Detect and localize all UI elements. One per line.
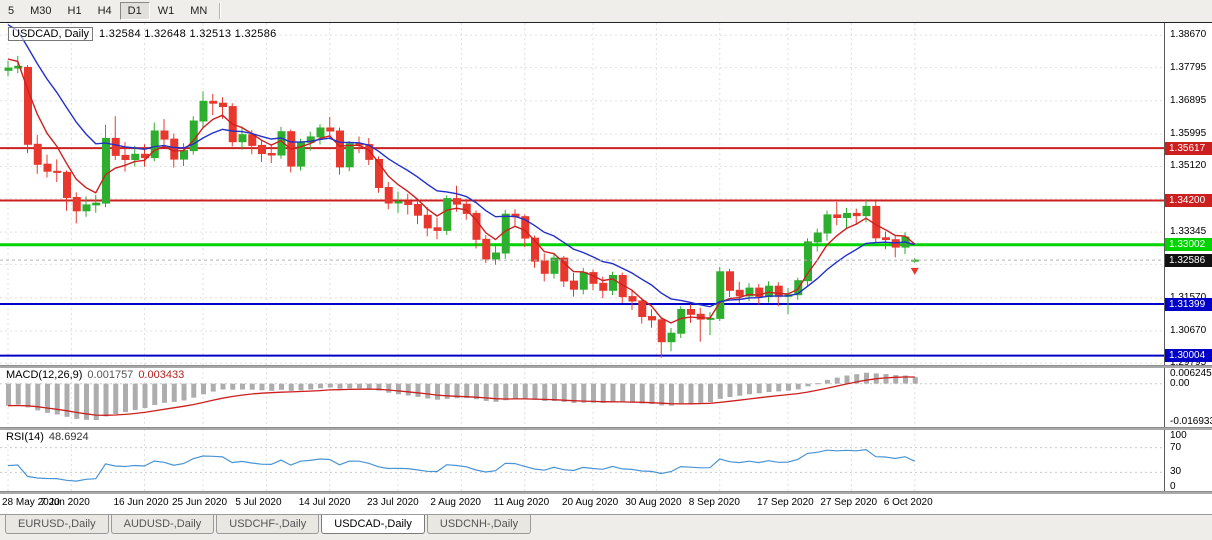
date-label: 25 Jun 2020 <box>172 497 228 508</box>
timeframe-button-H1[interactable]: H1 <box>67 5 82 17</box>
symbol-tab-usdcaddaily[interactable]: USDCAD-,Daily <box>321 515 425 534</box>
macd-signal-line <box>7 376 915 416</box>
price-tag-1.30004: 1.30004 <box>1165 349 1212 363</box>
macd-plot[interactable] <box>0 367 1164 427</box>
price-tick-label: 1.31570 <box>1170 292 1206 303</box>
date-label: 17 Sep 2020 <box>757 497 814 508</box>
sell-arrow-icon <box>910 267 919 275</box>
rsi-tick-label: 70 <box>1170 441 1182 453</box>
moving-average-line <box>7 24 915 308</box>
price-tag-1.35617: 1.35617 <box>1165 141 1212 155</box>
price-tick-label: 1.36895 <box>1170 94 1207 106</box>
price-tag-1.33002: 1.33002 <box>1165 238 1212 252</box>
macd-tick-label: 0.006245 <box>1170 368 1212 379</box>
date-label: 20 Aug 2020 <box>562 497 619 508</box>
timeframe-button-H4[interactable]: H4 <box>97 5 112 17</box>
date-label: 14 Jul 2020 <box>298 497 351 508</box>
macd-tick-label: -0.016933 <box>1170 416 1212 427</box>
price-tag-1.34200: 1.34200 <box>1165 194 1212 207</box>
price-tick-label: 1.37795 <box>1170 61 1207 73</box>
current-price-tag: 1.32586 <box>1165 253 1212 267</box>
horizontal-gridlines <box>0 34 1164 364</box>
symbol-tab-usdcnhdaily[interactable]: USDCNH-,Daily <box>426 515 532 534</box>
chart-area[interactable]: USDCAD, Daily 1.32584 1.32648 1.32513 1.3… <box>0 23 1212 514</box>
macd-histogram <box>6 372 918 420</box>
toolbar-separator <box>219 3 222 19</box>
time-axis[interactable]: 28 May 2020 7 Jun 2020 16 Jun 2020 25 Jun 2… <box>0 493 1164 514</box>
rsi-tick-label: 30 <box>1170 466 1182 478</box>
panel-separator[interactable] <box>0 491 1212 494</box>
timeframe-button-D1[interactable]: D1 <box>119 2 150 20</box>
panel-separator[interactable] <box>0 427 1212 430</box>
macd-indicator-label: MACD(12,26,9) 0.001757 0.003433 <box>6 369 184 381</box>
rsi-name: RSI(14) <box>6 431 44 443</box>
date-label: 27 Sep 2020 <box>820 497 878 508</box>
timeframe-button-M30[interactable]: M30 <box>30 5 52 17</box>
chart-symbol-label: USDCAD, Daily <box>8 27 94 41</box>
price-tick-label: 1.29795 <box>1170 357 1207 369</box>
panel-separator[interactable] <box>0 365 1212 368</box>
main-plot[interactable] <box>0 23 1164 365</box>
price-tick-label: 1.30670 <box>1170 324 1207 336</box>
date-label: 5 Jul 2020 <box>235 497 282 508</box>
macd-main-value: 0.001757 <box>87 369 134 381</box>
date-label: 23 Jul 2020 <box>367 497 419 508</box>
rsi-line <box>7 448 916 482</box>
timeframe-button-W1[interactable]: W1 <box>157 5 175 17</box>
date-label: 11 Aug 2020 <box>493 497 550 508</box>
price-tick-label: 1.38670 <box>1170 29 1207 41</box>
date-label: 16 Jun 2020 <box>113 497 169 508</box>
date-label: 8 Sep 2020 <box>688 497 740 508</box>
rsi-tick-label: 100 <box>1170 430 1187 441</box>
symbol-tab-usdchfdaily[interactable]: USDCHF-,Daily <box>216 515 320 534</box>
date-label: 6 Oct 2020 <box>883 497 933 508</box>
date-label: 30 Aug 2020 <box>625 497 682 508</box>
macd-tick-label: 0.00 <box>1170 377 1190 389</box>
symbol-tab-eurusddaily[interactable]: EURUSD-,Daily <box>5 515 109 534</box>
price-tick-label: 1.33345 <box>1170 226 1207 238</box>
rsi-indicator-label: RSI(14) 48.6924 <box>6 431 89 443</box>
candles <box>4 55 920 358</box>
date-label: 7 Jun 2020 <box>40 497 90 508</box>
price-axis[interactable]: 1.38670 1.37795 1.36895 1.35995 1.35120 1.342… <box>1164 23 1212 493</box>
moving-average-line <box>7 58 916 324</box>
price-tick-label: 1.35120 <box>1170 160 1207 172</box>
symbol-tab-audusddaily[interactable]: AUDUSD-,Daily <box>110 515 215 534</box>
chart-ohlc-values: 1.32584 1.32648 1.32513 1.32586 <box>99 28 277 40</box>
timeframe-button-MN[interactable]: MN <box>190 5 208 17</box>
date-label: 2 Aug 2020 <box>430 497 481 508</box>
date-label: 28 May 2020 <box>2 497 60 508</box>
timeframe-toolbar: 5 M30 H1 H4 D1 W1 MN <box>0 0 1212 23</box>
timeframe-button-5[interactable]: 5 <box>8 5 15 17</box>
rsi-value: 48.6924 <box>48 431 89 443</box>
chart-tabs-bar: EURUSD-,Daily AUDUSD-,Daily USDCHF-,Daily U… <box>0 514 1212 540</box>
price-tag-1.31399: 1.31399 <box>1165 297 1212 311</box>
price-tick-label: 1.35995 <box>1170 128 1207 140</box>
macd-signal-value: 0.003433 <box>138 369 185 381</box>
rsi-tick-label: 0 <box>1170 481 1176 492</box>
vertical-gridlines <box>7 23 916 365</box>
macd-name: MACD(12,26,9) <box>6 369 83 381</box>
vertical-gridlines <box>7 429 916 491</box>
vertical-gridlines <box>7 367 916 427</box>
chart-title: USDCAD, Daily 1.32584 1.32648 1.32513 1.3… <box>8 27 277 41</box>
rsi-plot[interactable] <box>0 429 1164 491</box>
